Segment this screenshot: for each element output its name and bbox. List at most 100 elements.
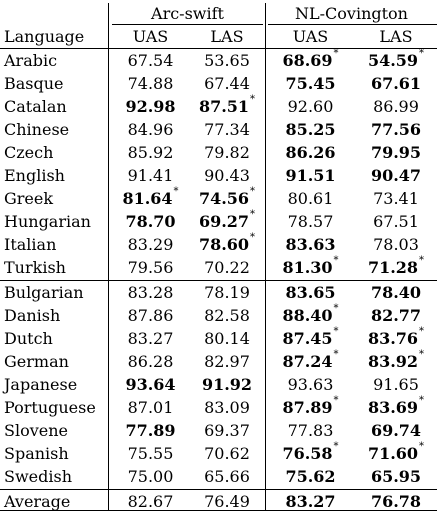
score-value: 80.61 — [287, 189, 334, 208]
score-cell: 76.49 — [189, 490, 265, 513]
score-value: 78.60 — [198, 235, 250, 254]
score-value: 78.19 — [204, 283, 250, 302]
group-underline-arc-swift — [112, 24, 263, 25]
score-cell: 91.51 — [266, 164, 355, 187]
score-cell: 74.88 — [112, 72, 189, 95]
bottom-rule — [0, 510, 437, 511]
score-value: 77.89 — [125, 421, 176, 440]
score-cell: 67.61 — [355, 72, 437, 95]
score-value: 82.58 — [204, 306, 250, 325]
score-cell: 81.64* — [112, 186, 189, 210]
score-cell: 75.00 — [112, 465, 189, 488]
column-header-las-nl-covington: LAS — [379, 27, 413, 46]
score-cell: 70.62 — [189, 442, 265, 465]
score-value: 85.92 — [127, 143, 174, 162]
score-cell: 77.89 — [112, 419, 189, 442]
score-cell: 90.47 — [355, 164, 437, 187]
score-cell: 77.56 — [355, 118, 437, 141]
score-cell: 87.89* — [266, 395, 355, 419]
score-cell: 68.69* — [266, 48, 355, 72]
group-separator-rule — [0, 280, 437, 281]
score-value: 93.64 — [125, 375, 176, 394]
significance-marker: * — [419, 441, 425, 452]
score-cell: 83.27 — [266, 490, 355, 513]
score-value: 82.67 — [127, 492, 174, 511]
score-value: 67.44 — [204, 74, 250, 93]
score-value: 83.63 — [285, 235, 336, 254]
significance-marker: * — [173, 186, 179, 197]
score-cell: 78.70 — [112, 210, 189, 233]
column-header-language: Language — [4, 27, 85, 46]
score-value: 76.49 — [204, 492, 250, 511]
score-cell: 86.26 — [266, 141, 355, 164]
significance-marker: * — [333, 255, 339, 266]
score-cell: 87.86 — [112, 304, 189, 327]
score-cell: 69.74 — [355, 419, 437, 442]
score-cell: 93.64 — [112, 373, 189, 396]
score-value: 71.60 — [367, 444, 419, 463]
score-cell: 70.22 — [189, 256, 265, 279]
score-cell: 53.65 — [189, 49, 265, 72]
significance-marker: * — [333, 48, 339, 59]
score-value: 67.61 — [370, 74, 422, 93]
score-value: 65.95 — [370, 467, 422, 486]
score-cell: 84.96 — [112, 118, 189, 141]
score-cell: 65.66 — [189, 465, 265, 488]
group-header-nl-covington: NL-Covington — [295, 4, 408, 23]
score-cell: 83.28 — [112, 281, 189, 304]
significance-marker: * — [250, 94, 256, 105]
language-cell: Danish — [4, 306, 61, 325]
score-cell: 87.01 — [112, 396, 189, 419]
language-cell: Dutch — [4, 329, 53, 348]
significance-marker: * — [419, 395, 425, 406]
score-cell: 83.92* — [355, 349, 437, 373]
score-value: 77.83 — [287, 421, 334, 440]
score-value: 77.56 — [370, 120, 422, 139]
score-cell: 88.40* — [266, 303, 355, 327]
score-value: 83.29 — [127, 235, 174, 254]
score-value: 87.86 — [127, 306, 174, 325]
score-value: 86.28 — [127, 352, 174, 371]
score-cell: 85.25 — [266, 118, 355, 141]
score-cell: 76.58* — [266, 441, 355, 465]
score-value: 81.64 — [122, 189, 173, 208]
score-cell: 77.34 — [189, 118, 265, 141]
score-value: 83.09 — [204, 398, 250, 417]
score-value: 87.01 — [127, 398, 174, 417]
score-value: 75.45 — [285, 74, 336, 93]
score-cell: 71.28* — [355, 255, 437, 279]
score-value: 83.65 — [285, 283, 336, 302]
score-cell: 92.98 — [112, 95, 189, 118]
significance-marker: * — [419, 48, 425, 59]
significance-marker: * — [333, 395, 339, 406]
score-cell: 87.45* — [266, 326, 355, 350]
language-cell: Greek — [4, 189, 54, 208]
score-value: 78.03 — [373, 235, 419, 254]
group-header-arc-swift: Arc-swift — [151, 4, 224, 23]
score-cell: 91.92 — [189, 373, 265, 396]
significance-marker: * — [250, 232, 256, 243]
score-cell: 82.77 — [355, 304, 437, 327]
score-cell: 77.83 — [266, 419, 355, 442]
score-value: 69.37 — [204, 421, 250, 440]
score-value: 87.51 — [198, 97, 250, 116]
score-value: 54.59 — [367, 51, 419, 70]
score-value: 83.69 — [367, 398, 419, 417]
language-cell: Hungarian — [4, 212, 91, 231]
language-cell: Average — [4, 492, 71, 511]
language-cell: German — [4, 352, 69, 371]
score-cell: 69.37 — [189, 419, 265, 442]
score-value: 76.78 — [370, 492, 422, 511]
significance-marker: * — [333, 441, 339, 452]
score-cell: 78.03 — [355, 233, 437, 256]
score-value: 83.27 — [127, 329, 174, 348]
score-value: 74.56 — [198, 189, 250, 208]
score-cell: 79.82 — [189, 141, 265, 164]
language-cell: Japanese — [4, 375, 78, 394]
score-value: 91.51 — [285, 166, 336, 185]
score-cell: 54.59* — [355, 48, 437, 72]
score-value: 90.47 — [370, 166, 422, 185]
score-value: 92.98 — [125, 97, 176, 116]
score-cell: 75.45 — [266, 72, 355, 95]
score-value: 82.97 — [204, 352, 250, 371]
